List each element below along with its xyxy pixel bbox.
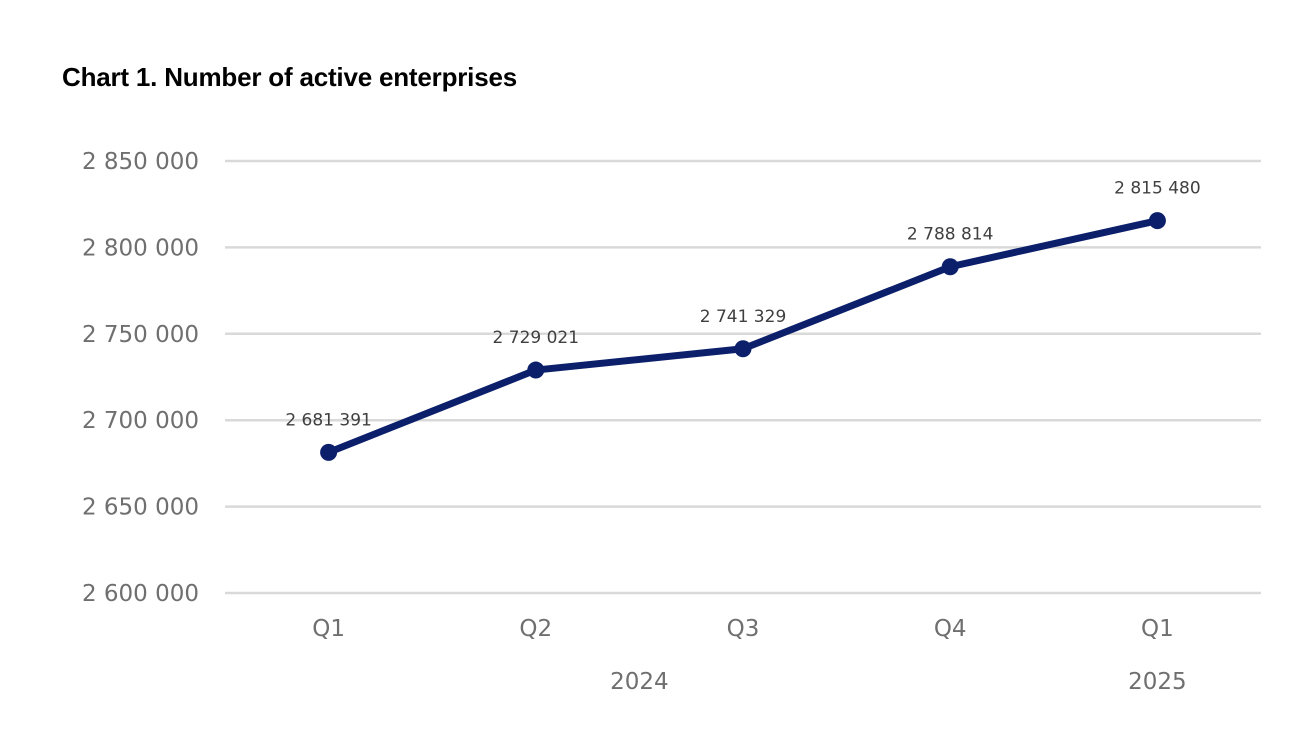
- x-tick-label: Q2: [519, 616, 552, 642]
- data-label: 2 815 480: [1114, 179, 1201, 199]
- data-label: 2 729 021: [493, 328, 580, 348]
- x-tick-label: Q3: [727, 616, 760, 642]
- data-labels: 2 681 391 2 729 021 2 741 329 2 788 814 2 81…: [285, 179, 1200, 431]
- y-tick-label: 2 850 000: [82, 149, 199, 175]
- data-point: [527, 361, 545, 379]
- data-point: [1148, 212, 1166, 230]
- data-label: 2 681 391: [285, 410, 372, 430]
- y-tick-label: 2 650 000: [82, 495, 199, 521]
- x-tick-label: Q4: [934, 616, 967, 642]
- chart-title: Chart 1. Number of active enterprises: [62, 62, 517, 92]
- x-tick-label: Q1: [312, 616, 345, 642]
- y-axis: 2 600 000 2 650 000 2 700 000 2 750 000 2 80…: [82, 149, 199, 607]
- x-group-label: 2025: [1128, 669, 1187, 695]
- data-point: [941, 258, 959, 276]
- data-point: [320, 443, 338, 461]
- x-axis: Q1 Q2 Q3 Q4 Q1 2024 2025: [312, 616, 1186, 695]
- x-tick-label: Q1: [1141, 616, 1174, 642]
- y-tick-label: 2 750 000: [82, 322, 199, 348]
- series: [320, 212, 1166, 461]
- data-point: [734, 340, 752, 358]
- data-label: 2 788 814: [907, 225, 994, 245]
- gridlines: [225, 159, 1261, 595]
- y-tick-label: 2 600 000: [82, 581, 199, 607]
- y-tick-label: 2 800 000: [82, 235, 199, 261]
- y-tick-label: 2 700 000: [82, 408, 199, 434]
- x-group-label: 2024: [610, 669, 669, 695]
- data-label: 2 741 329: [700, 307, 787, 327]
- series-line: [325, 217, 1161, 456]
